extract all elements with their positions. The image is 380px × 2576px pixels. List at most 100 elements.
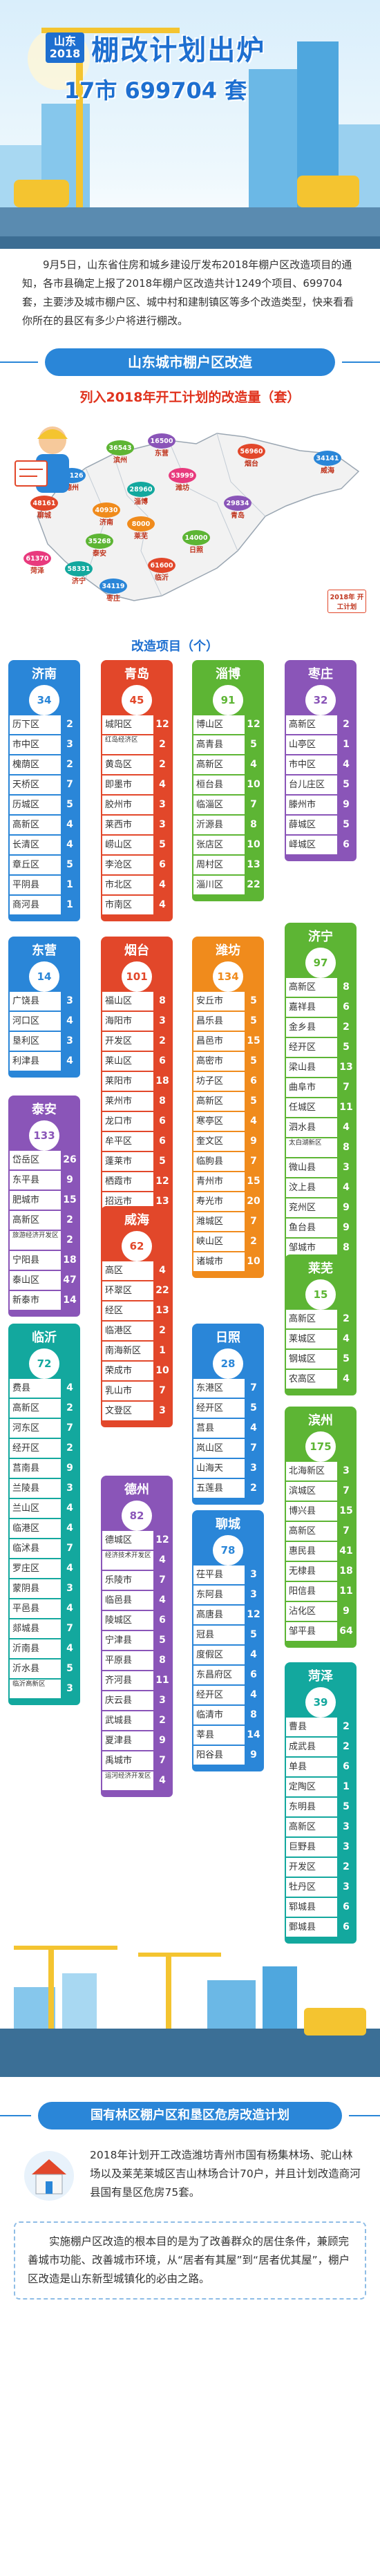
district-count: 9 (337, 796, 355, 814)
district-name: 诸城市 (196, 1257, 224, 1267)
city-header: 淄博 91 (192, 660, 264, 715)
section-banner-city: 山东城市棚户区改造 (0, 348, 380, 376)
map-pin: 14000 日照 (182, 530, 210, 554)
district-row: 牟平区 6 (101, 1132, 173, 1152)
city-card-zibo: 淄博 91 博山区 12 高青县 5 高新区 4 桓台县 10 临淄区 7 沂源县 8 张店区 10 周村区 13… (192, 660, 264, 901)
district-row: 海阳市 3 (101, 1012, 173, 1032)
city-footer (192, 1766, 264, 1771)
district-row: 东昌府区 6 (192, 1666, 264, 1686)
district-name: 宁津县 (105, 1635, 133, 1646)
city-card-liaocheng: 聊城 78 茌平县 3 东阿县 3 高唐县 12 冠县 5 度假区 4 东昌府区 6 经开区 4 临清市 8 莘县 1… (192, 1510, 264, 1771)
city-header: 济宁 97 (285, 923, 357, 978)
district-name: 临邑县 (105, 1595, 133, 1606)
district-row: 无棣县 18 (285, 1562, 357, 1582)
city-name: 泰安 (32, 1102, 57, 1117)
district-row: 沂南县 4 (8, 1639, 80, 1660)
district-row: 章丘区 5 (8, 856, 80, 876)
district-count: 9 (337, 1198, 355, 1217)
district-count: 2 (61, 1211, 79, 1230)
district-row: 曲阜市 7 (285, 1078, 357, 1098)
district-name: 黄岛区 (105, 760, 133, 770)
district-name: 五莲县 (196, 1483, 224, 1494)
district-name: 兰陵县 (12, 1483, 40, 1494)
city-name: 威海 (124, 1213, 149, 1228)
district-count: 5 (245, 992, 263, 1010)
district-name: 岱岳区 (12, 1155, 40, 1165)
district-row: 旅游经济开发区 2 (8, 1231, 80, 1251)
district-row: 太白湖新区 8 (285, 1138, 357, 1158)
city-footer (285, 1938, 357, 1944)
city-header: 枣庄 32 (285, 660, 357, 715)
district-count: 3 (153, 1691, 171, 1710)
district-count: 4 (153, 1551, 171, 1570)
district-name: 鄄城县 (289, 1922, 316, 1933)
district-row: 兰陵县 3 (8, 1479, 80, 1499)
district-row: 博山区 12 (192, 715, 264, 735)
district-row: 东平县 9 (8, 1171, 80, 1191)
district-row: 莱州市 8 (101, 1092, 173, 1112)
district-name: 青州市 (196, 1176, 224, 1187)
city-name: 临沂 (32, 1331, 57, 1345)
city-project-count: 91 (213, 685, 243, 715)
region-badge: 山东 2018 (45, 32, 85, 63)
district-count: 7 (337, 1482, 355, 1501)
district-count: 6 (337, 1918, 355, 1937)
district-count: 3 (337, 1838, 355, 1856)
district-count: 7 (61, 1419, 79, 1438)
district-row: 阳谷县 9 (192, 1746, 264, 1766)
district-count: 14 (245, 1726, 263, 1745)
summary-paragraph: 实施棚户区改造的根本目的是为了改善群众的居住条件，兼顾完善城市功能、改善城市环境… (14, 2221, 366, 2300)
district-row: 莱西市 3 (101, 816, 173, 836)
district-count: 2 (337, 1858, 355, 1877)
district-count: 15 (337, 1502, 355, 1521)
district-count: 4 (61, 1519, 79, 1538)
district-row: 坊子区 6 (192, 1072, 264, 1092)
district-count: 2 (61, 1231, 79, 1250)
district-count: 5 (153, 836, 171, 854)
district-count: 1 (61, 876, 79, 894)
district-count: 8 (245, 816, 263, 834)
district-name: 微山县 (289, 1163, 316, 1173)
district-count: 41 (337, 1542, 355, 1561)
district-count: 15 (245, 1032, 263, 1051)
district-count: 13 (245, 856, 263, 874)
projects-title: 改造项目（个） (131, 639, 218, 654)
district-count: 20 (245, 1192, 263, 1211)
city-project-count: 133 (29, 1120, 59, 1151)
map-pin-label: 东营 (155, 450, 169, 458)
district-row: 曹县 2 (285, 1718, 357, 1738)
district-row: 经区 13 (101, 1301, 173, 1322)
district-row: 德城区 12 (101, 1531, 173, 1551)
district-count: 4 (337, 1178, 355, 1197)
construction-scene (0, 1946, 380, 2080)
district-row: 成武县 2 (285, 1738, 357, 1758)
district-count: 9 (337, 1219, 355, 1237)
district-name: 高新区 (12, 1215, 40, 1225)
map-pin-label: 泰安 (93, 550, 106, 558)
district-name: 高唐县 (196, 1610, 224, 1620)
district-count: 1 (337, 1778, 355, 1796)
district-count: 5 (245, 1092, 263, 1111)
district-row: 环翠区 22 (101, 1281, 173, 1301)
district-name: 德城区 (105, 1535, 133, 1545)
district-name: 利津县 (12, 1056, 40, 1066)
district-name: 蒙阴县 (12, 1583, 40, 1594)
city-name: 聊城 (216, 1517, 240, 1532)
city-project-count: 78 (213, 1535, 243, 1566)
district-count: 4 (61, 1559, 79, 1578)
district-row: 安丘市 5 (192, 992, 264, 1012)
district-row: 南海新区 1 (101, 1342, 173, 1362)
district-name: 阳信县 (289, 1586, 316, 1597)
district-row: 新泰市 14 (8, 1291, 80, 1311)
district-row: 莒县 4 (192, 1419, 264, 1439)
map-pin: 34119 枣庄 (99, 579, 127, 603)
district-count: 1 (61, 896, 79, 914)
district-count: 18 (61, 1251, 79, 1270)
district-count: 6 (153, 1611, 171, 1630)
city-project-count: 82 (122, 1501, 152, 1531)
district-name: 高区 (105, 1266, 124, 1276)
district-count: 2 (153, 1711, 171, 1730)
city-footer (101, 1792, 173, 1797)
city-footer (192, 1499, 264, 1505)
district-count: 8 (153, 1651, 171, 1670)
